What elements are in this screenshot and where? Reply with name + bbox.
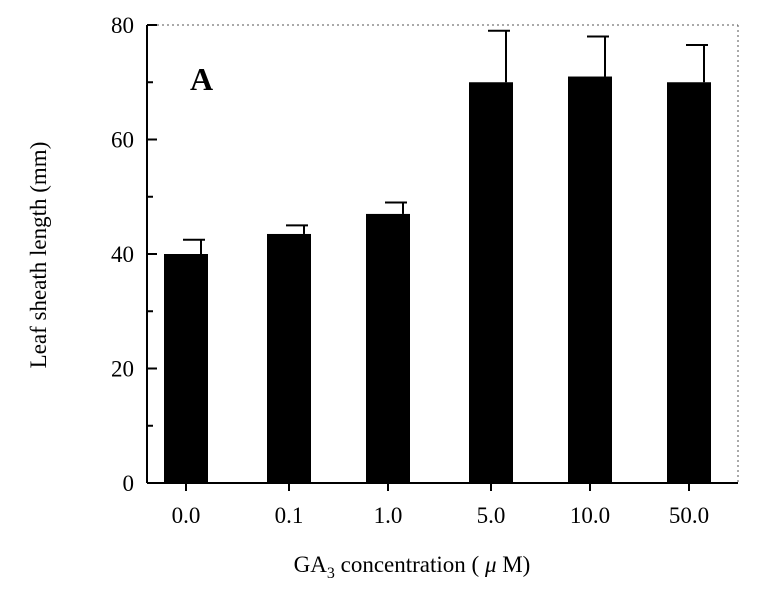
x-axis-title: GA3 concentration ( μ M) [294,552,531,582]
bar [568,76,612,484]
y-tick-label: 20 [111,357,134,382]
bar [366,213,410,484]
x-axis-title-unit: M) [496,552,530,577]
y-tick-label: 0 [123,471,135,496]
x-tick-label: 0.0 [172,503,201,528]
x-tick-label: 5.0 [477,503,506,528]
y-tick-label: 80 [111,13,134,38]
bar [469,82,513,483]
y-tick-label: 40 [111,242,134,267]
x-axis-title-ga: GA [294,552,328,577]
x-tick-label: 50.0 [669,503,709,528]
x-axis-title-subscript: 3 [327,565,335,582]
bar [267,233,311,483]
x-axis-title-concentration: concentration ( [335,552,485,577]
y-axis-title: Leaf sheath length (mm) [26,142,51,369]
x-axis-title-mu: μ [484,552,497,577]
x-tick-label: 0.1 [275,503,304,528]
bar [164,254,208,483]
x-tick-label: 1.0 [374,503,403,528]
x-tick-label: 10.0 [570,503,610,528]
panel-label: A [190,61,213,97]
y-tick-label: 60 [111,128,134,153]
bar [667,82,711,483]
